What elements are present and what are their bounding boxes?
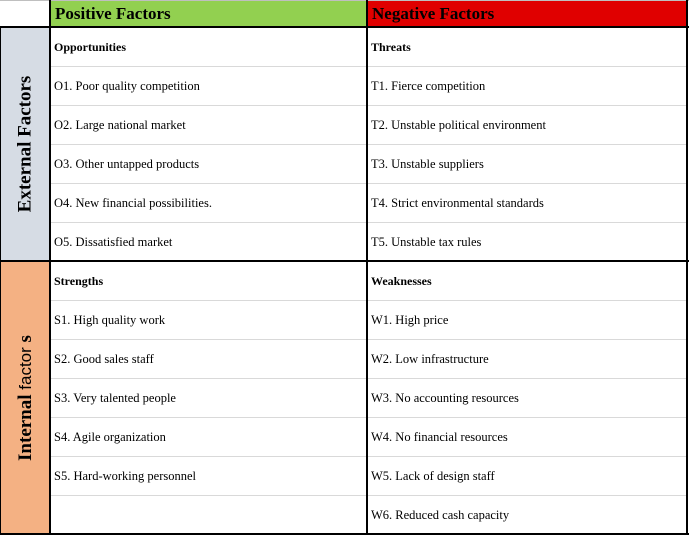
list-item: O3. Other untapped products (51, 145, 367, 184)
list-item: W1. High price (368, 301, 687, 340)
list-item (51, 496, 367, 534)
list-item: S4. Agile organization (51, 418, 367, 457)
list-item: S5. Hard-working personnel (51, 457, 367, 496)
list-item: W3. No accounting resources (368, 379, 687, 418)
list-item: T4. Strict environmental standards (368, 184, 687, 223)
table-border-left (0, 26, 1, 535)
list-item: W6. Reduced cash capacity (371, 507, 510, 522)
external-factors-label: External Factors (1, 27, 50, 261)
opportunities-title: Opportunities (51, 28, 367, 67)
strengths-title: Strengths (51, 262, 367, 301)
list-item: O1. Poor quality competition (51, 67, 367, 106)
side-column-divider (49, 0, 51, 535)
factor-column-divider (366, 0, 368, 535)
corner-cell (0, 0, 50, 27)
list-item: W5. Lack of design staff (368, 457, 687, 496)
negative-factors-header: Negative Factors (368, 1, 687, 26)
list-item: O2. Large national market (51, 106, 367, 145)
table-border-bottom (0, 533, 689, 535)
list-item: T3. Unstable suppliers (368, 145, 687, 184)
list-item: S2. Good sales staff (51, 340, 367, 379)
list-item: O5. Dissatisfied market (54, 234, 173, 249)
threats-title: Threats (368, 28, 687, 67)
weaknesses-title: Weaknesses (368, 262, 687, 301)
internal-factors-label: Internal factor s (1, 262, 50, 534)
table-border-top (0, 0, 689, 1)
list-item: W2. Low infrastructure (368, 340, 687, 379)
list-item: S3. Very talented people (51, 379, 367, 418)
list-item: S1. High quality work (51, 301, 367, 340)
list-item: T1. Fierce competition (368, 67, 687, 106)
list-item: T2. Unstable political environment (368, 106, 687, 145)
section-divider (0, 260, 689, 262)
list-item: T5. Unstable tax rules (371, 234, 482, 249)
list-item: O4. New financial possibilities. (51, 184, 367, 223)
table-border-right (686, 0, 688, 535)
list-item: W4. No financial resources (368, 418, 687, 457)
header-divider (0, 26, 689, 28)
positive-factors-header: Positive Factors (51, 1, 367, 26)
